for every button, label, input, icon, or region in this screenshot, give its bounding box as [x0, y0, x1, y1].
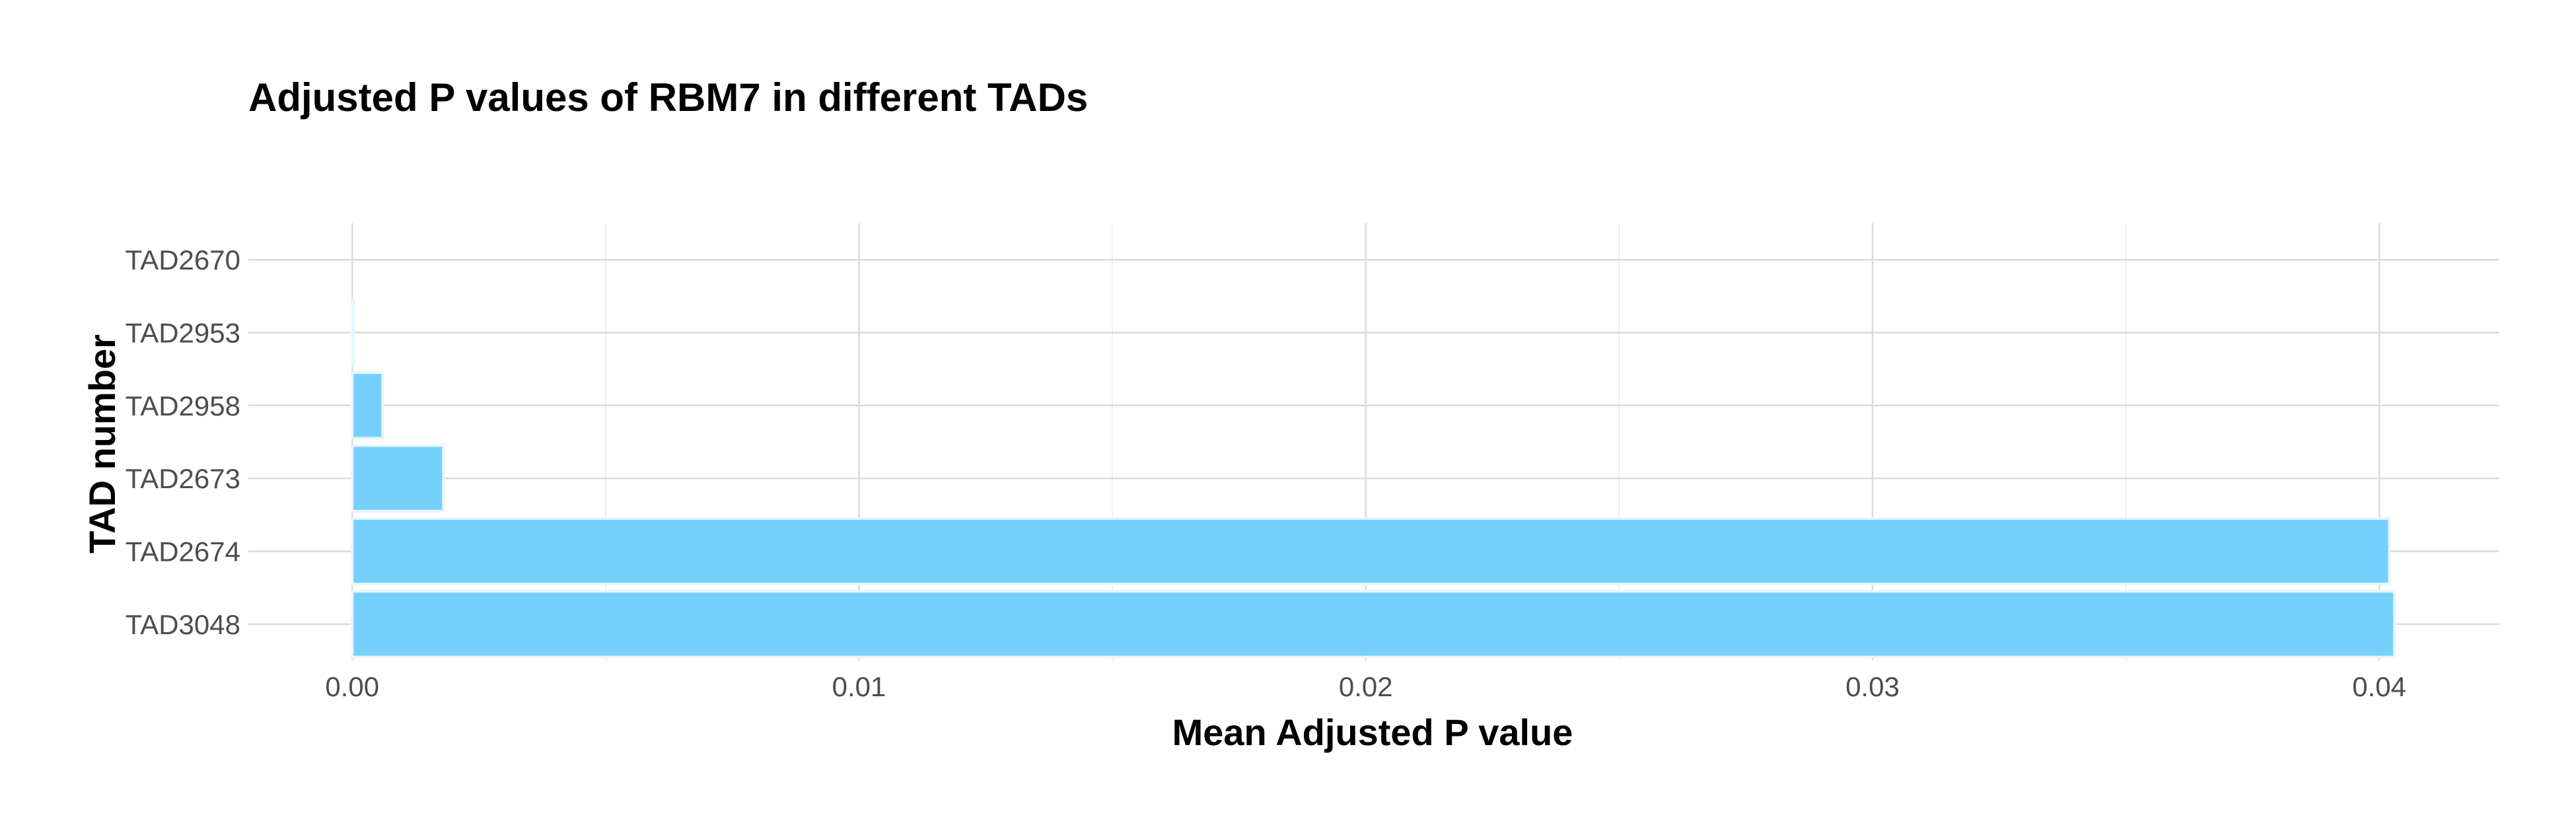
y-tick-label: TAD3048 — [125, 609, 240, 640]
x-tick-label: 0.03 — [1845, 671, 1900, 702]
x-tick-label: 0.01 — [832, 671, 886, 702]
chart-title: Adjusted P values of RBM7 in different T… — [248, 75, 1088, 120]
y-tick-labels: TAD2670 TAD2953 TAD2958 TAD2673 TAD2674 TAD30… — [125, 244, 240, 640]
bar — [351, 444, 445, 513]
x-tick-labels: 0.00 0.01 0.02 0.03 0.04 — [325, 671, 2406, 702]
y-tick-label: TAD2958 — [125, 390, 240, 421]
bar — [351, 517, 2391, 586]
y-tick-label: TAD2953 — [125, 318, 240, 349]
bar — [351, 371, 384, 440]
bar — [351, 590, 2396, 659]
y-tick-label: TAD2673 — [125, 463, 240, 494]
bars-layer — [351, 298, 2396, 659]
y-tick-label: TAD2670 — [125, 244, 240, 275]
x-tick-label: 0.02 — [1339, 671, 1393, 702]
y-tick-label: TAD2674 — [125, 536, 240, 567]
bar — [351, 298, 355, 367]
x-tick-label: 0.00 — [325, 671, 379, 702]
x-tick-label: 0.04 — [2352, 671, 2406, 702]
x-axis-title: Mean Adjusted P value — [1172, 711, 1573, 753]
y-axis-title: TAD number — [81, 334, 123, 554]
